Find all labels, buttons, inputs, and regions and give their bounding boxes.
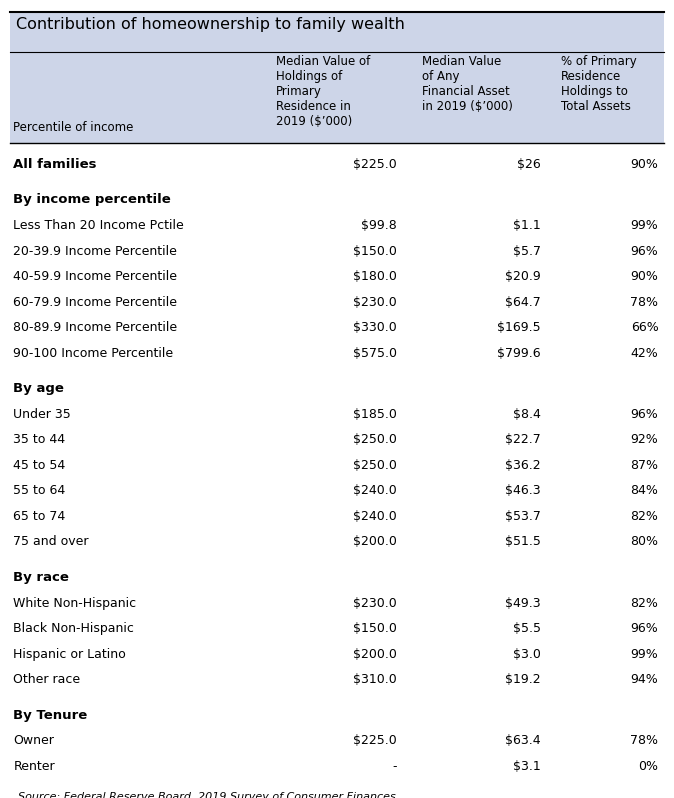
Text: 60-79.9 Income Percentile: 60-79.9 Income Percentile: [13, 295, 177, 309]
Text: $225.0: $225.0: [353, 158, 397, 171]
Text: 66%: 66%: [631, 321, 658, 334]
Text: Hispanic or Latino: Hispanic or Latino: [13, 648, 126, 661]
Text: Source: Federal Reserve Board, 2019 Survey of Consumer Finances: Source: Federal Reserve Board, 2019 Surv…: [18, 792, 396, 798]
Text: $5.7: $5.7: [513, 244, 541, 258]
Text: 99%: 99%: [631, 219, 658, 232]
Text: $230.0: $230.0: [353, 597, 397, 610]
Text: $150.0: $150.0: [353, 622, 397, 635]
Text: 75 and over: 75 and over: [13, 535, 89, 548]
Text: $225.0: $225.0: [353, 734, 397, 748]
Text: $150.0: $150.0: [353, 244, 397, 258]
Text: Under 35: Under 35: [13, 408, 71, 421]
Bar: [10, 52, 664, 143]
Text: $310.0: $310.0: [353, 674, 397, 686]
Text: Other race: Other race: [13, 674, 81, 686]
Text: 78%: 78%: [630, 734, 658, 748]
Text: 96%: 96%: [631, 244, 658, 258]
Text: White Non-Hispanic: White Non-Hispanic: [13, 597, 137, 610]
Text: Owner: Owner: [13, 734, 55, 748]
Bar: [10, 12, 664, 52]
Text: By race: By race: [13, 571, 69, 584]
Text: $99.8: $99.8: [361, 219, 397, 232]
Text: 82%: 82%: [631, 597, 658, 610]
Text: $250.0: $250.0: [353, 433, 397, 446]
Text: 96%: 96%: [631, 408, 658, 421]
Text: 45 to 54: 45 to 54: [13, 459, 66, 472]
Text: 96%: 96%: [631, 622, 658, 635]
Text: Median Value of
Holdings of
Primary
Residence in
2019 ($’000): Median Value of Holdings of Primary Resi…: [276, 55, 371, 128]
Text: Less Than 20 Income Pctile: Less Than 20 Income Pctile: [13, 219, 184, 232]
Text: $230.0: $230.0: [353, 295, 397, 309]
Text: $3.1: $3.1: [513, 760, 541, 773]
Text: 90%: 90%: [631, 158, 658, 171]
Text: Contribution of homeownership to family wealth: Contribution of homeownership to family …: [16, 17, 404, 32]
Text: 42%: 42%: [631, 346, 658, 360]
Text: $53.7: $53.7: [505, 510, 541, 523]
Text: $63.4: $63.4: [506, 734, 541, 748]
Text: 84%: 84%: [631, 484, 658, 497]
Text: By income percentile: By income percentile: [13, 193, 171, 207]
Text: $64.7: $64.7: [505, 295, 541, 309]
Text: $1.1: $1.1: [513, 219, 541, 232]
Text: $250.0: $250.0: [353, 459, 397, 472]
Text: $240.0: $240.0: [353, 484, 397, 497]
Text: $26: $26: [517, 158, 541, 171]
Text: $3.0: $3.0: [513, 648, 541, 661]
Text: $169.5: $169.5: [497, 321, 541, 334]
Text: 80%: 80%: [630, 535, 658, 548]
Text: $180.0: $180.0: [353, 270, 397, 283]
Text: All families: All families: [13, 158, 97, 171]
Text: $8.4: $8.4: [513, 408, 541, 421]
Text: 87%: 87%: [630, 459, 658, 472]
Text: By Tenure: By Tenure: [13, 709, 88, 722]
Text: 55 to 64: 55 to 64: [13, 484, 66, 497]
Text: $5.5: $5.5: [513, 622, 541, 635]
Text: $185.0: $185.0: [353, 408, 397, 421]
Text: $799.6: $799.6: [497, 346, 541, 360]
Text: 92%: 92%: [631, 433, 658, 446]
Text: 94%: 94%: [631, 674, 658, 686]
Text: 90%: 90%: [631, 270, 658, 283]
Text: 80-89.9 Income Percentile: 80-89.9 Income Percentile: [13, 321, 178, 334]
Text: 20-39.9 Income Percentile: 20-39.9 Income Percentile: [13, 244, 177, 258]
Text: Renter: Renter: [13, 760, 55, 773]
Text: 35 to 44: 35 to 44: [13, 433, 65, 446]
Text: 0%: 0%: [638, 760, 658, 773]
Text: % of Primary
Residence
Holdings to
Total Assets: % of Primary Residence Holdings to Total…: [561, 55, 637, 113]
Text: By age: By age: [13, 382, 64, 395]
Text: 78%: 78%: [630, 295, 658, 309]
Text: Median Value
of Any
Financial Asset
in 2019 ($’000): Median Value of Any Financial Asset in 2…: [422, 55, 512, 113]
Text: $36.2: $36.2: [506, 459, 541, 472]
Text: $20.9: $20.9: [505, 270, 541, 283]
Text: 40-59.9 Income Percentile: 40-59.9 Income Percentile: [13, 270, 177, 283]
Text: Percentile of income: Percentile of income: [13, 120, 134, 134]
Text: $330.0: $330.0: [353, 321, 397, 334]
Text: $46.3: $46.3: [506, 484, 541, 497]
Text: 90-100 Income Percentile: 90-100 Income Percentile: [13, 346, 174, 360]
Text: $19.2: $19.2: [506, 674, 541, 686]
Text: $51.5: $51.5: [505, 535, 541, 548]
Text: 65 to 74: 65 to 74: [13, 510, 66, 523]
Text: $49.3: $49.3: [506, 597, 541, 610]
Text: $575.0: $575.0: [353, 346, 397, 360]
Text: $240.0: $240.0: [353, 510, 397, 523]
Text: $200.0: $200.0: [353, 535, 397, 548]
Text: -: -: [392, 760, 397, 773]
Text: $22.7: $22.7: [505, 433, 541, 446]
Text: Black Non-Hispanic: Black Non-Hispanic: [13, 622, 134, 635]
Text: 99%: 99%: [631, 648, 658, 661]
Text: 82%: 82%: [631, 510, 658, 523]
Text: $200.0: $200.0: [353, 648, 397, 661]
